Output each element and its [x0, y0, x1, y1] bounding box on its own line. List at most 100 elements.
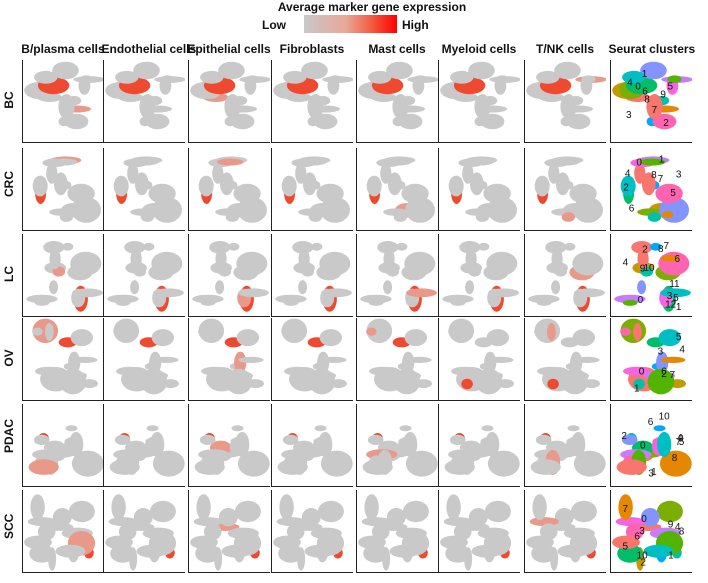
- cluster-label: 7: [658, 174, 664, 185]
- tsne-plot: [442, 241, 519, 312]
- row-label: PDAC: [0, 419, 18, 453]
- cluster-label: 10: [644, 263, 656, 274]
- cluster-label: 1: [676, 302, 682, 313]
- cell-cluster-blob: [622, 70, 646, 84]
- cell-cluster-blob: [218, 508, 238, 527]
- cell-cluster-blob: [485, 431, 500, 457]
- cluster-label: 4: [627, 78, 633, 89]
- cell-cluster-blob: [149, 500, 176, 523]
- cluster-label: 5: [623, 542, 629, 553]
- tsne-panel: [22, 148, 104, 231]
- cell-cluster-blob: [362, 459, 393, 475]
- cell-cluster-blob: [111, 494, 126, 521]
- cell-cluster-blob: [620, 175, 636, 197]
- cell-cluster-blob: [281, 327, 292, 336]
- cell-cluster-blob: [557, 544, 588, 558]
- tsne-plot: [448, 156, 517, 223]
- cell-cluster-blob: [301, 61, 328, 80]
- cell-cluster-blob: [113, 175, 129, 197]
- cell-cluster-blob: [33, 434, 50, 445]
- cell-cluster-blob: [273, 535, 301, 549]
- cluster-label: 3: [626, 110, 632, 121]
- cell-cluster-blob: [68, 351, 81, 374]
- cell-cluster-blob: [534, 327, 545, 336]
- cluster-label: 0: [640, 440, 646, 451]
- cell-cluster-blob: [317, 351, 330, 374]
- cell-cluster-blob: [228, 242, 240, 251]
- cell-cluster-blob: [539, 523, 558, 540]
- cell-cluster-blob: [393, 368, 421, 395]
- cell-cluster-blob: [211, 378, 223, 390]
- cell-cluster-blob: [534, 175, 550, 197]
- cell-cluster-blob: [319, 329, 342, 347]
- cell-cluster-blob: [34, 299, 50, 306]
- cell-cluster-blob: [72, 356, 98, 363]
- cell-cluster-blob: [622, 299, 638, 306]
- cell-cluster-blob: [235, 431, 250, 457]
- tsne-plot: [273, 61, 353, 130]
- cell-cluster-blob: [37, 523, 56, 540]
- cell-cluster-blob: [661, 211, 674, 219]
- tsne-plot: [194, 425, 270, 477]
- tsne-panel: [103, 490, 185, 573]
- cluster-label: 3: [667, 291, 673, 302]
- cell-cluster-blob: [647, 368, 675, 395]
- cell-cluster-blob: [553, 158, 580, 166]
- cell-cluster-blob: [239, 211, 252, 219]
- cluster-label: 7: [670, 370, 676, 381]
- cell-cluster-blob: [488, 288, 519, 298]
- cell-cluster-blob: [660, 288, 691, 298]
- cell-cluster-blob: [614, 294, 646, 304]
- cell-cluster-blob: [450, 70, 474, 84]
- row-label: BC: [0, 91, 18, 108]
- cell-cluster-blob: [661, 255, 680, 262]
- cell-cluster-blob: [245, 75, 260, 83]
- cell-cluster-blob: [453, 523, 472, 540]
- cell-cluster-blob: [660, 356, 686, 363]
- cell-cluster-blob: [495, 75, 510, 83]
- cell-cluster-blob: [571, 431, 586, 457]
- tsne-plot: [113, 318, 179, 395]
- cell-cluster-blob: [236, 329, 259, 347]
- tsne-plot: [198, 156, 267, 223]
- cluster-label: 6: [629, 203, 635, 214]
- cell-cluster-blob: [575, 211, 588, 219]
- tsne-plot: [24, 494, 96, 571]
- column-header: Epithelial cells: [187, 42, 271, 56]
- cell-cluster-blob: [230, 113, 255, 130]
- cluster-label: 8: [644, 95, 650, 106]
- cell-cluster-blob: [396, 242, 408, 251]
- cell-cluster-blob: [215, 280, 225, 295]
- cell-cluster-blob: [561, 368, 589, 395]
- cell-cluster-blob: [143, 242, 155, 251]
- tsne-plot: [28, 425, 104, 477]
- cell-cluster-blob: [302, 172, 317, 196]
- cell-cluster-blob: [28, 459, 59, 475]
- tsne-panel: [271, 148, 353, 231]
- cluster-label: 2: [663, 118, 669, 129]
- cell-cluster-blob: [308, 212, 323, 222]
- cell-cluster-blob: [311, 242, 323, 251]
- cell-cluster-blob: [393, 212, 408, 222]
- cell-cluster-blob: [118, 523, 137, 540]
- cell-cluster-blob: [275, 294, 307, 304]
- legend-high-label: High: [402, 18, 429, 32]
- cell-cluster-blob: [379, 323, 388, 341]
- cell-cluster-blob: [51, 158, 78, 166]
- tsne-panel: [188, 148, 270, 231]
- tsne-plot: [190, 494, 262, 571]
- tsne-plot: [24, 61, 104, 130]
- cell-cluster-blob: [73, 211, 86, 219]
- cell-cluster-blob: [32, 175, 48, 197]
- cell-cluster-blob: [294, 378, 306, 390]
- cell-cluster-blob: [59, 368, 87, 395]
- tsne-panel: [22, 234, 104, 317]
- cell-cluster-blob: [127, 163, 139, 184]
- cell-cluster-blob: [368, 299, 384, 306]
- cell-cluster-blob: [134, 172, 149, 196]
- cluster-label: 0: [641, 514, 647, 525]
- cell-cluster-blob: [200, 70, 224, 84]
- cell-cluster-blob: [555, 172, 570, 196]
- cell-cluster-blob: [221, 544, 252, 558]
- cell-cluster-blob: [192, 294, 224, 304]
